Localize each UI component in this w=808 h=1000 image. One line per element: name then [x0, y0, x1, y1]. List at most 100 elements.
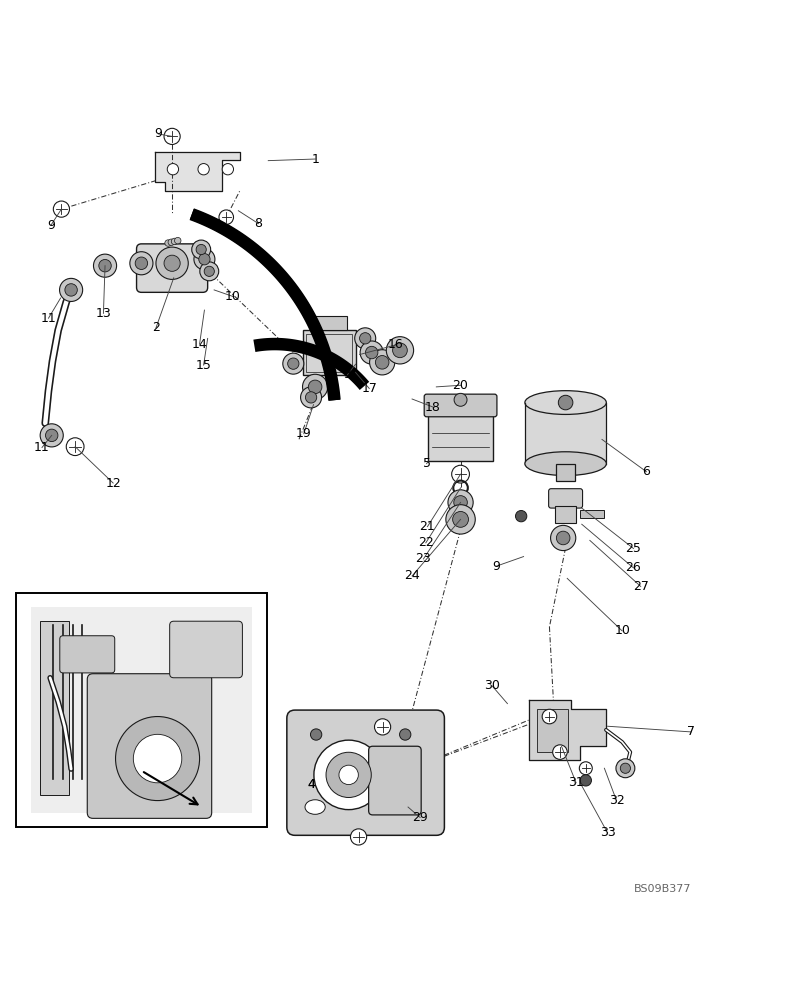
Text: 10: 10: [614, 624, 630, 637]
Text: 25: 25: [625, 542, 642, 555]
Text: 24: 24: [404, 569, 420, 582]
Circle shape: [175, 237, 181, 244]
Text: 15: 15: [196, 359, 212, 372]
Circle shape: [198, 164, 209, 175]
Text: 11: 11: [40, 312, 57, 325]
Circle shape: [580, 775, 591, 786]
Text: 5: 5: [423, 457, 431, 470]
Bar: [525, 403, 606, 464]
Circle shape: [99, 259, 112, 272]
Text: 8: 8: [255, 217, 263, 230]
Bar: [306, 334, 352, 372]
Ellipse shape: [525, 391, 606, 414]
Bar: [40, 621, 69, 795]
Circle shape: [553, 745, 567, 759]
FancyBboxPatch shape: [549, 489, 583, 508]
Text: 31: 31: [568, 776, 584, 789]
Text: 19: 19: [296, 427, 312, 440]
FancyBboxPatch shape: [368, 746, 421, 815]
Circle shape: [167, 164, 179, 175]
Circle shape: [326, 752, 372, 798]
Circle shape: [351, 829, 367, 845]
Circle shape: [360, 341, 383, 364]
Circle shape: [360, 333, 371, 344]
Bar: [428, 414, 493, 461]
Circle shape: [542, 709, 557, 724]
Bar: [537, 709, 568, 752]
Text: 16: 16: [388, 338, 404, 351]
Circle shape: [156, 247, 188, 279]
Text: 21: 21: [419, 520, 436, 533]
Circle shape: [376, 356, 389, 369]
Circle shape: [94, 254, 116, 277]
Text: 23: 23: [415, 552, 431, 565]
Ellipse shape: [305, 800, 325, 814]
FancyBboxPatch shape: [60, 636, 115, 673]
Circle shape: [309, 380, 322, 394]
Circle shape: [305, 392, 317, 403]
Circle shape: [219, 210, 234, 224]
Circle shape: [168, 239, 175, 245]
Circle shape: [339, 765, 359, 785]
Text: 6: 6: [642, 465, 650, 478]
Polygon shape: [529, 700, 606, 760]
Circle shape: [45, 429, 58, 442]
Text: 2: 2: [152, 321, 160, 334]
Circle shape: [399, 729, 410, 740]
Circle shape: [454, 393, 467, 406]
Text: 9: 9: [492, 560, 500, 573]
Circle shape: [65, 284, 78, 296]
Circle shape: [164, 255, 180, 271]
Circle shape: [452, 465, 469, 483]
Text: 27: 27: [633, 580, 649, 593]
FancyBboxPatch shape: [137, 244, 208, 292]
Text: 3: 3: [343, 368, 351, 381]
Polygon shape: [155, 152, 240, 191]
Circle shape: [550, 525, 576, 551]
Ellipse shape: [525, 452, 606, 476]
Circle shape: [374, 719, 390, 735]
Circle shape: [557, 531, 570, 545]
Text: 4: 4: [307, 778, 315, 791]
Text: 1: 1: [311, 153, 319, 166]
Text: 33: 33: [600, 826, 616, 839]
Circle shape: [133, 734, 182, 783]
Circle shape: [165, 240, 171, 246]
Circle shape: [171, 238, 178, 245]
FancyBboxPatch shape: [424, 394, 497, 417]
Circle shape: [386, 337, 414, 364]
Circle shape: [310, 729, 322, 740]
Circle shape: [314, 740, 383, 810]
Circle shape: [66, 438, 84, 456]
Circle shape: [369, 350, 395, 375]
Circle shape: [288, 358, 299, 369]
Circle shape: [191, 240, 211, 259]
Circle shape: [196, 244, 206, 255]
Text: 20: 20: [452, 379, 469, 392]
Circle shape: [365, 346, 378, 359]
Text: 18: 18: [425, 401, 441, 414]
Bar: [580, 510, 604, 518]
Circle shape: [53, 201, 69, 217]
Circle shape: [301, 387, 322, 408]
Text: 17: 17: [361, 382, 377, 395]
Circle shape: [283, 353, 304, 374]
Text: BS09B377: BS09B377: [633, 884, 692, 894]
Text: 13: 13: [95, 307, 112, 320]
Text: 22: 22: [418, 536, 434, 549]
Circle shape: [194, 249, 215, 270]
Circle shape: [204, 266, 214, 276]
Circle shape: [516, 511, 527, 522]
Circle shape: [454, 496, 467, 509]
Circle shape: [579, 762, 592, 775]
Circle shape: [222, 164, 234, 175]
Bar: [555, 506, 576, 523]
Text: 10: 10: [225, 290, 241, 303]
Circle shape: [200, 262, 219, 281]
Text: 12: 12: [105, 477, 121, 490]
Text: 4: 4: [307, 778, 315, 791]
Circle shape: [558, 395, 573, 410]
Text: 26: 26: [625, 561, 642, 574]
FancyBboxPatch shape: [87, 674, 212, 818]
Circle shape: [355, 328, 376, 349]
